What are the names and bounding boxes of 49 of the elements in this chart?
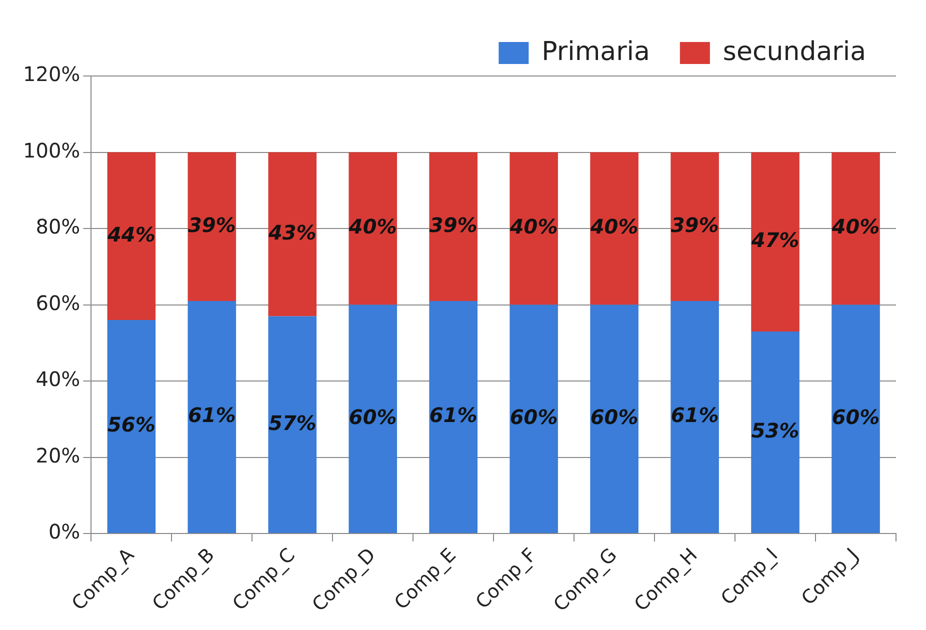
y-tick-label: 60% xyxy=(36,290,80,315)
bar xyxy=(590,152,638,305)
data-label: 40% xyxy=(348,214,397,239)
data-label: 56% xyxy=(107,412,156,437)
y-tick-label: 40% xyxy=(36,367,80,392)
y-tick-label: 0% xyxy=(48,520,80,544)
bar xyxy=(429,300,478,534)
data-label: 39% xyxy=(670,212,719,237)
bar xyxy=(590,304,638,534)
data-label: 53% xyxy=(751,418,800,442)
bar xyxy=(268,152,317,316)
data-label: 60% xyxy=(510,405,558,430)
legend-label: Primaria xyxy=(542,36,650,67)
y-tick-label: 80% xyxy=(36,214,80,239)
bar xyxy=(348,304,398,534)
bar xyxy=(268,316,317,534)
bar xyxy=(832,304,880,534)
bar xyxy=(751,152,800,332)
data-label: 43% xyxy=(267,220,316,244)
y-tick-label: 20% xyxy=(36,443,80,468)
data-label: 40% xyxy=(830,214,880,239)
bar xyxy=(107,320,156,534)
legend-label: secundaria xyxy=(722,36,866,67)
data-label: 39% xyxy=(429,212,478,237)
bar xyxy=(188,300,236,534)
data-label: 47% xyxy=(750,228,800,252)
data-label: 61% xyxy=(429,403,478,428)
data-label: 57% xyxy=(268,410,316,435)
bar xyxy=(670,300,719,534)
bar xyxy=(832,152,880,305)
bar xyxy=(510,152,558,305)
bar xyxy=(751,331,800,534)
data-label: 61% xyxy=(188,403,236,428)
bar xyxy=(107,152,156,320)
y-tick-label: 120% xyxy=(22,62,80,86)
y-tick-label: 100% xyxy=(22,138,80,162)
data-label: 60% xyxy=(590,405,638,430)
data-label: 60% xyxy=(832,405,880,430)
data-label: 40% xyxy=(508,214,558,239)
bar xyxy=(429,152,478,301)
bar xyxy=(510,304,558,534)
data-label: 44% xyxy=(106,222,156,246)
bar xyxy=(670,152,719,301)
bar xyxy=(188,152,236,301)
data-label: 40% xyxy=(589,214,638,239)
data-label: 39% xyxy=(188,212,236,237)
bar xyxy=(348,152,398,305)
data-label: 60% xyxy=(348,405,397,430)
data-label: 61% xyxy=(670,403,719,428)
